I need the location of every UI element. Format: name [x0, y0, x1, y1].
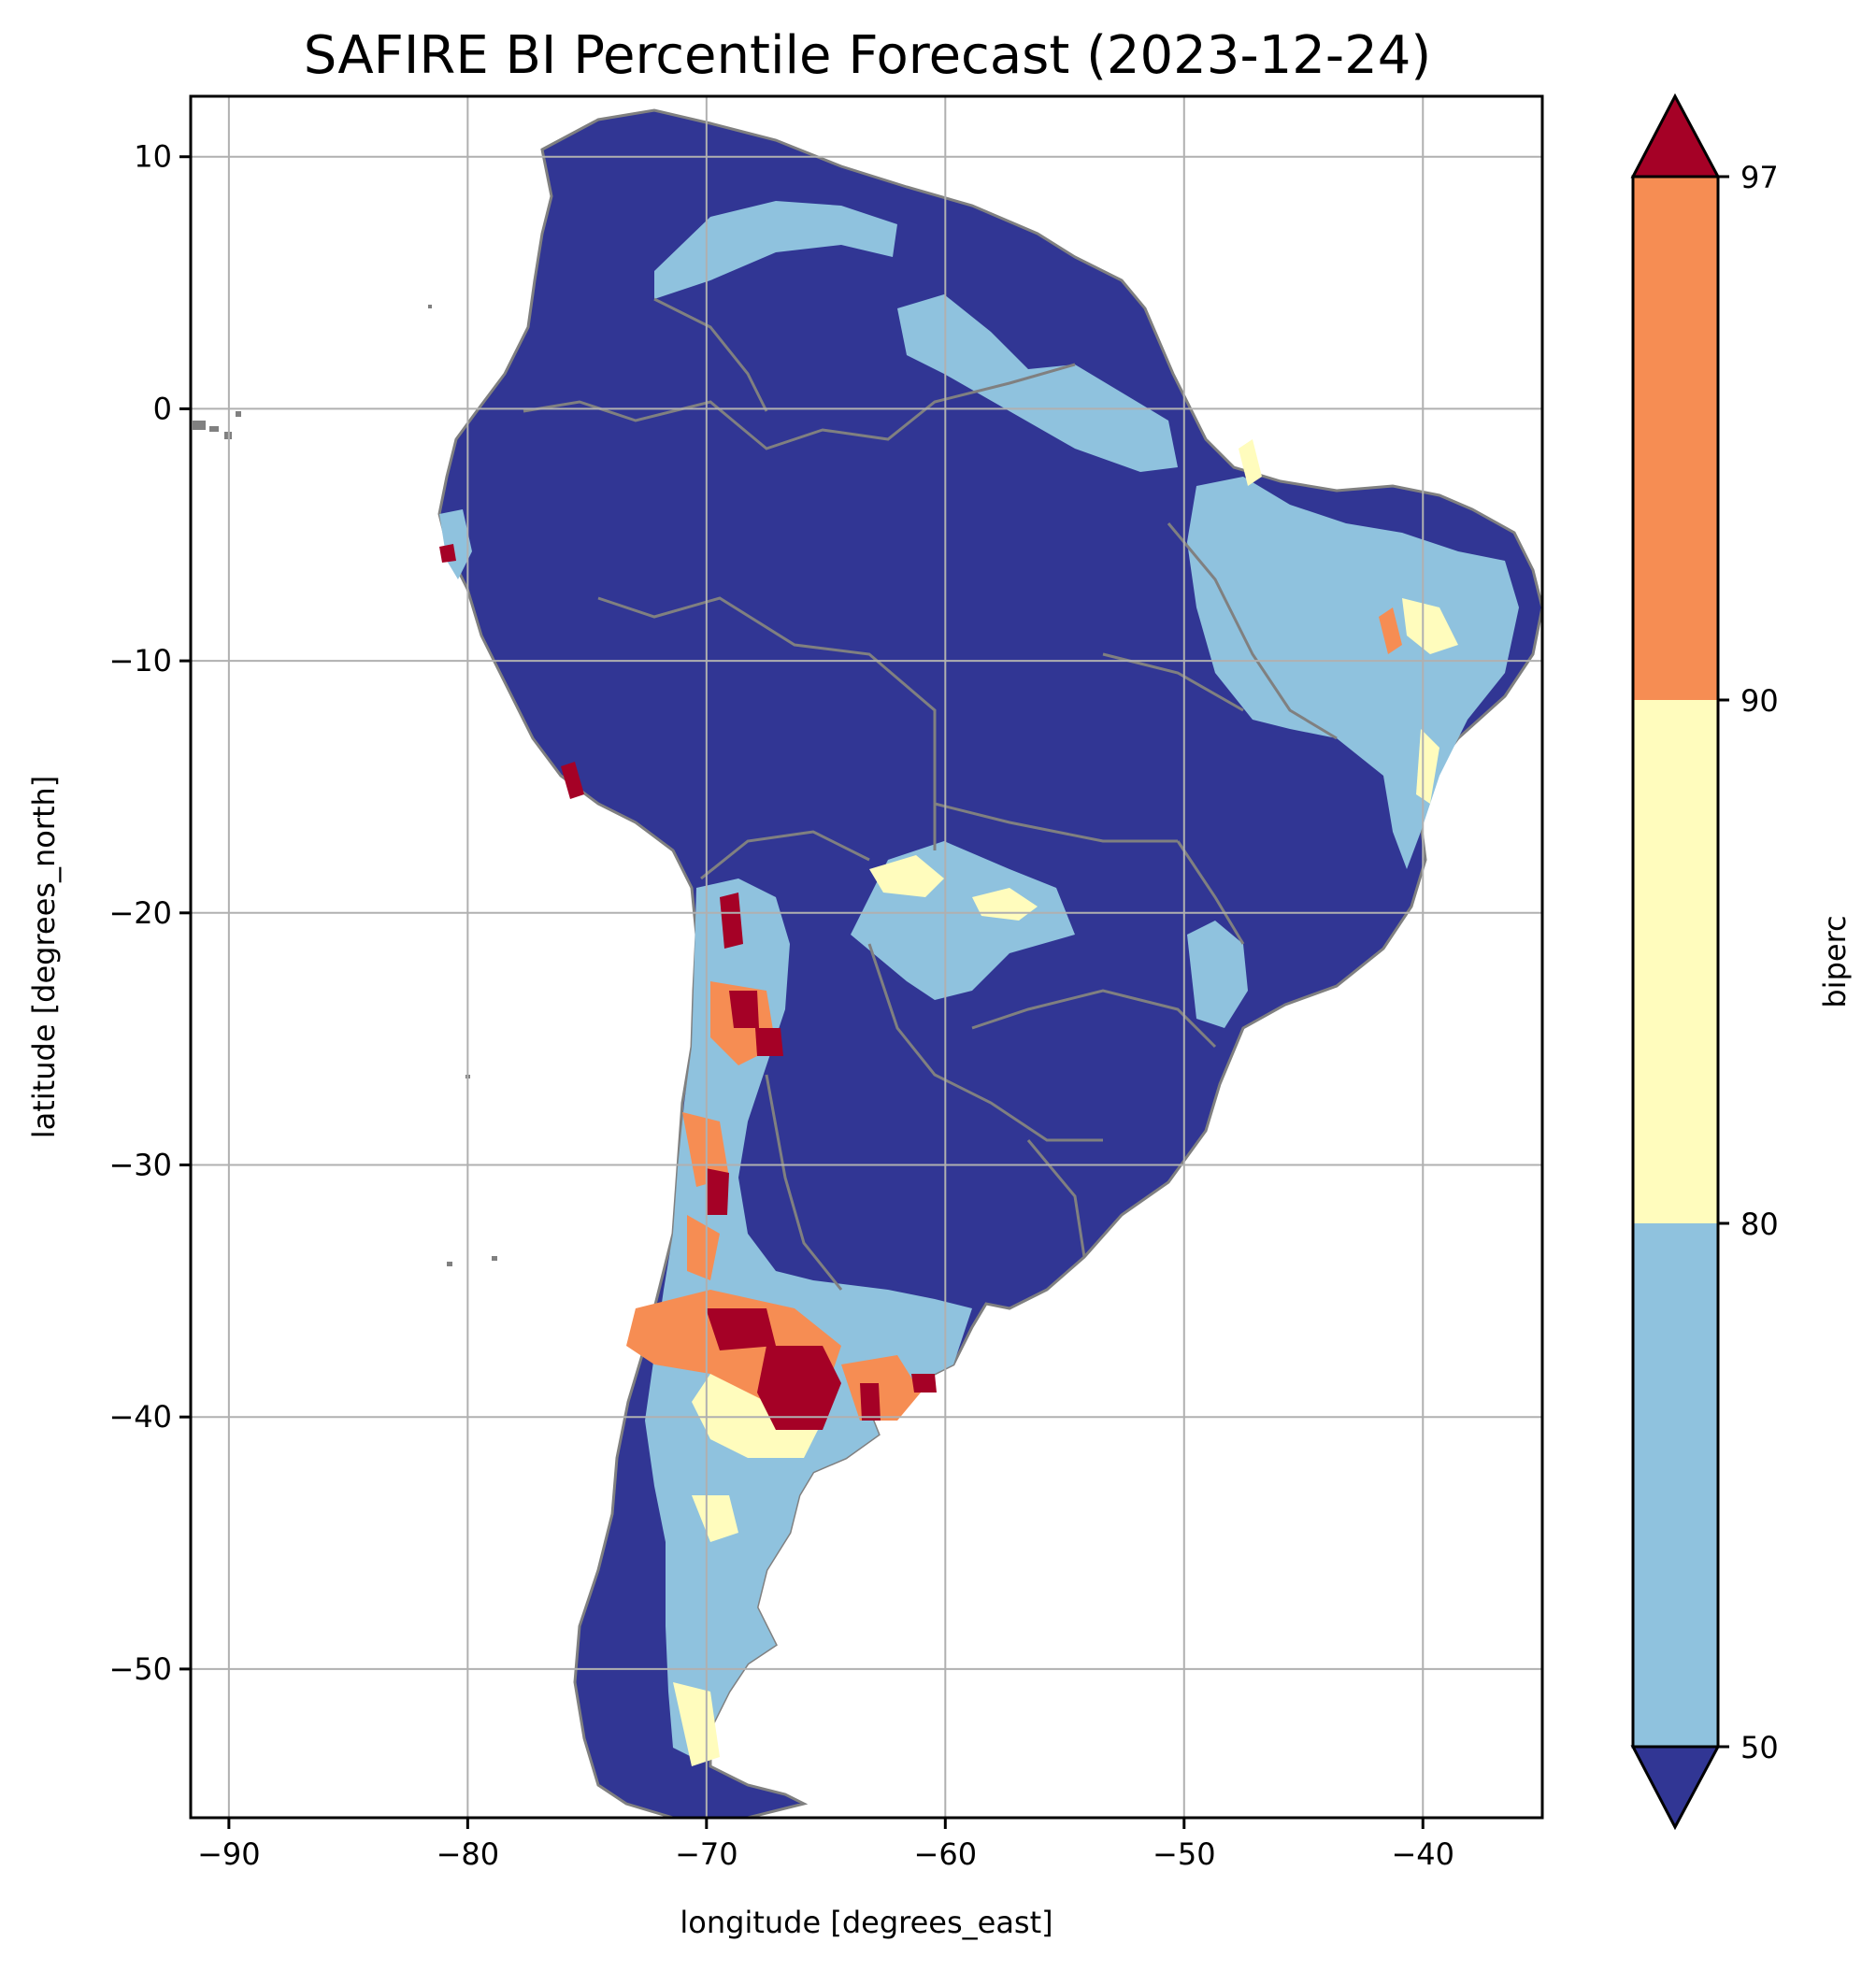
colorbar-tick-label: 90	[1740, 683, 1779, 719]
x-tick-label: −60	[914, 1836, 978, 1872]
colorbar-extend-bottom	[1630, 1745, 1721, 1831]
x-tick-label: −40	[1391, 1836, 1454, 1872]
y-axis: 10 0 −10 −20 −30 −40 −50	[108, 139, 191, 1687]
x-tick-label: −50	[1153, 1836, 1216, 1872]
colorbar-tick-label: 50	[1740, 1730, 1779, 1765]
x-axis-label: longitude [degrees_east]	[680, 1905, 1053, 1940]
map-title: SAFIRE BI Percentile Forecast (2023-12-2…	[304, 25, 1431, 86]
colorbar-extend-top	[1630, 93, 1721, 179]
colorbar-frame	[1631, 175, 1720, 1749]
percentile-above-97-regions	[439, 544, 937, 1430]
gridlines	[191, 96, 1542, 1818]
percentile-50-80-regions	[439, 201, 1519, 1757]
colorbar-band-80-90	[1633, 700, 1718, 1223]
y-tick-label: −40	[108, 1399, 172, 1435]
country-borders	[523, 297, 1338, 1291]
plot-frame	[189, 94, 1544, 1820]
y-tick-label: 10	[134, 139, 172, 175]
x-tick-label: −80	[437, 1836, 500, 1872]
colorbar: 97 90 80 50 biperc	[1630, 93, 1853, 1831]
x-tick-label: −90	[197, 1836, 261, 1872]
colorbar-tick-label: 80	[1740, 1207, 1779, 1242]
y-tick-label: −30	[108, 1147, 172, 1182]
map-plot-area	[189, 94, 1544, 1820]
x-axis: −90 −80 −70 −60 −50 −40	[197, 1818, 1454, 1872]
y-tick-label: −10	[108, 643, 172, 678]
y-axis-label: latitude [degrees_north]	[26, 776, 62, 1139]
x-tick-label: −70	[675, 1836, 738, 1872]
colorbar-band-50-80	[1633, 1223, 1718, 1747]
y-tick-label: −20	[108, 895, 172, 931]
colorbar-tick-label: 97	[1740, 160, 1779, 195]
y-tick-label: 0	[153, 391, 172, 426]
colorbar-band-90-97	[1633, 177, 1718, 700]
y-tick-label: −50	[108, 1651, 172, 1687]
colorbar-label: biperc	[1817, 915, 1853, 1007]
